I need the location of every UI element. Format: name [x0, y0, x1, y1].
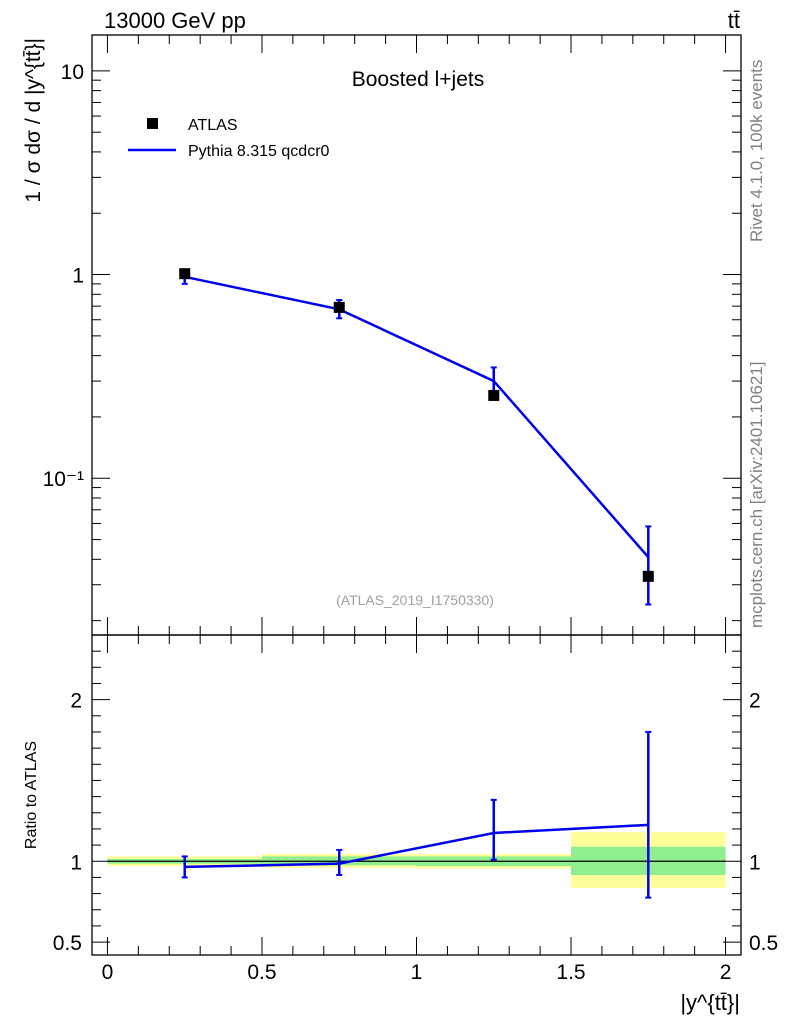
- legend-mc-label: Pythia 8.315 qcdcr0: [188, 143, 330, 160]
- mcplots-label: mcplots.cern.ch [arXiv:2401.10621]: [747, 362, 766, 628]
- main-title: Boosted l+jets: [352, 68, 485, 91]
- legend-data-label: ATLAS: [188, 117, 238, 134]
- data-point: [488, 389, 500, 401]
- main-ytick-label: 10: [61, 61, 84, 84]
- data-point: [642, 570, 654, 582]
- process-label: tt̄: [728, 8, 740, 33]
- ratio-ytick-label-right: 0.5: [749, 932, 778, 955]
- ratio-ytick-label-right: 1: [749, 851, 761, 874]
- ratio-panel: 2 2 1 1 0.5 0.5 0 0.5 1 1.5 2: [53, 634, 778, 984]
- ratio-ytick-label-left: 1: [70, 851, 82, 874]
- analysis-label: (ATLAS_2019_I1750330): [336, 592, 494, 608]
- data-point: [179, 268, 191, 280]
- ratio-ytick-label-right: 2: [749, 690, 761, 713]
- mc-line: [184, 275, 650, 558]
- x-axis-label: |y^{tt̄}|: [680, 990, 740, 1015]
- x-tick-label: 1.5: [556, 961, 585, 984]
- energy-label: 13000 GeV pp: [104, 8, 246, 33]
- ratio-frame: [91, 634, 742, 956]
- ratio-mc-line: [184, 823, 649, 869]
- data-point: [333, 301, 345, 313]
- main-ytick-label: 10⁻¹: [43, 468, 84, 491]
- main-ytick-label: 1: [72, 265, 84, 288]
- rivet-label: Rivet 4.1.0, 100k events: [747, 60, 766, 242]
- legend-data-marker: [147, 118, 158, 129]
- legend: ATLAS Pythia 8.315 qcdcr0: [128, 117, 330, 160]
- x-tick-label: 0.5: [247, 961, 276, 984]
- main-ylabel: 1 / σ dσ / d |y^{tt̄}|: [22, 38, 45, 203]
- ratio-ytick-label-left: 0.5: [53, 932, 82, 955]
- ratio-ylabel: Ratio to ATLAS: [23, 741, 40, 849]
- ratio-ytick-label-left: 2: [70, 690, 82, 713]
- x-tick-label: 1: [411, 961, 423, 984]
- x-tick-label: 2: [720, 961, 732, 984]
- x-tick-label: 0: [102, 961, 114, 984]
